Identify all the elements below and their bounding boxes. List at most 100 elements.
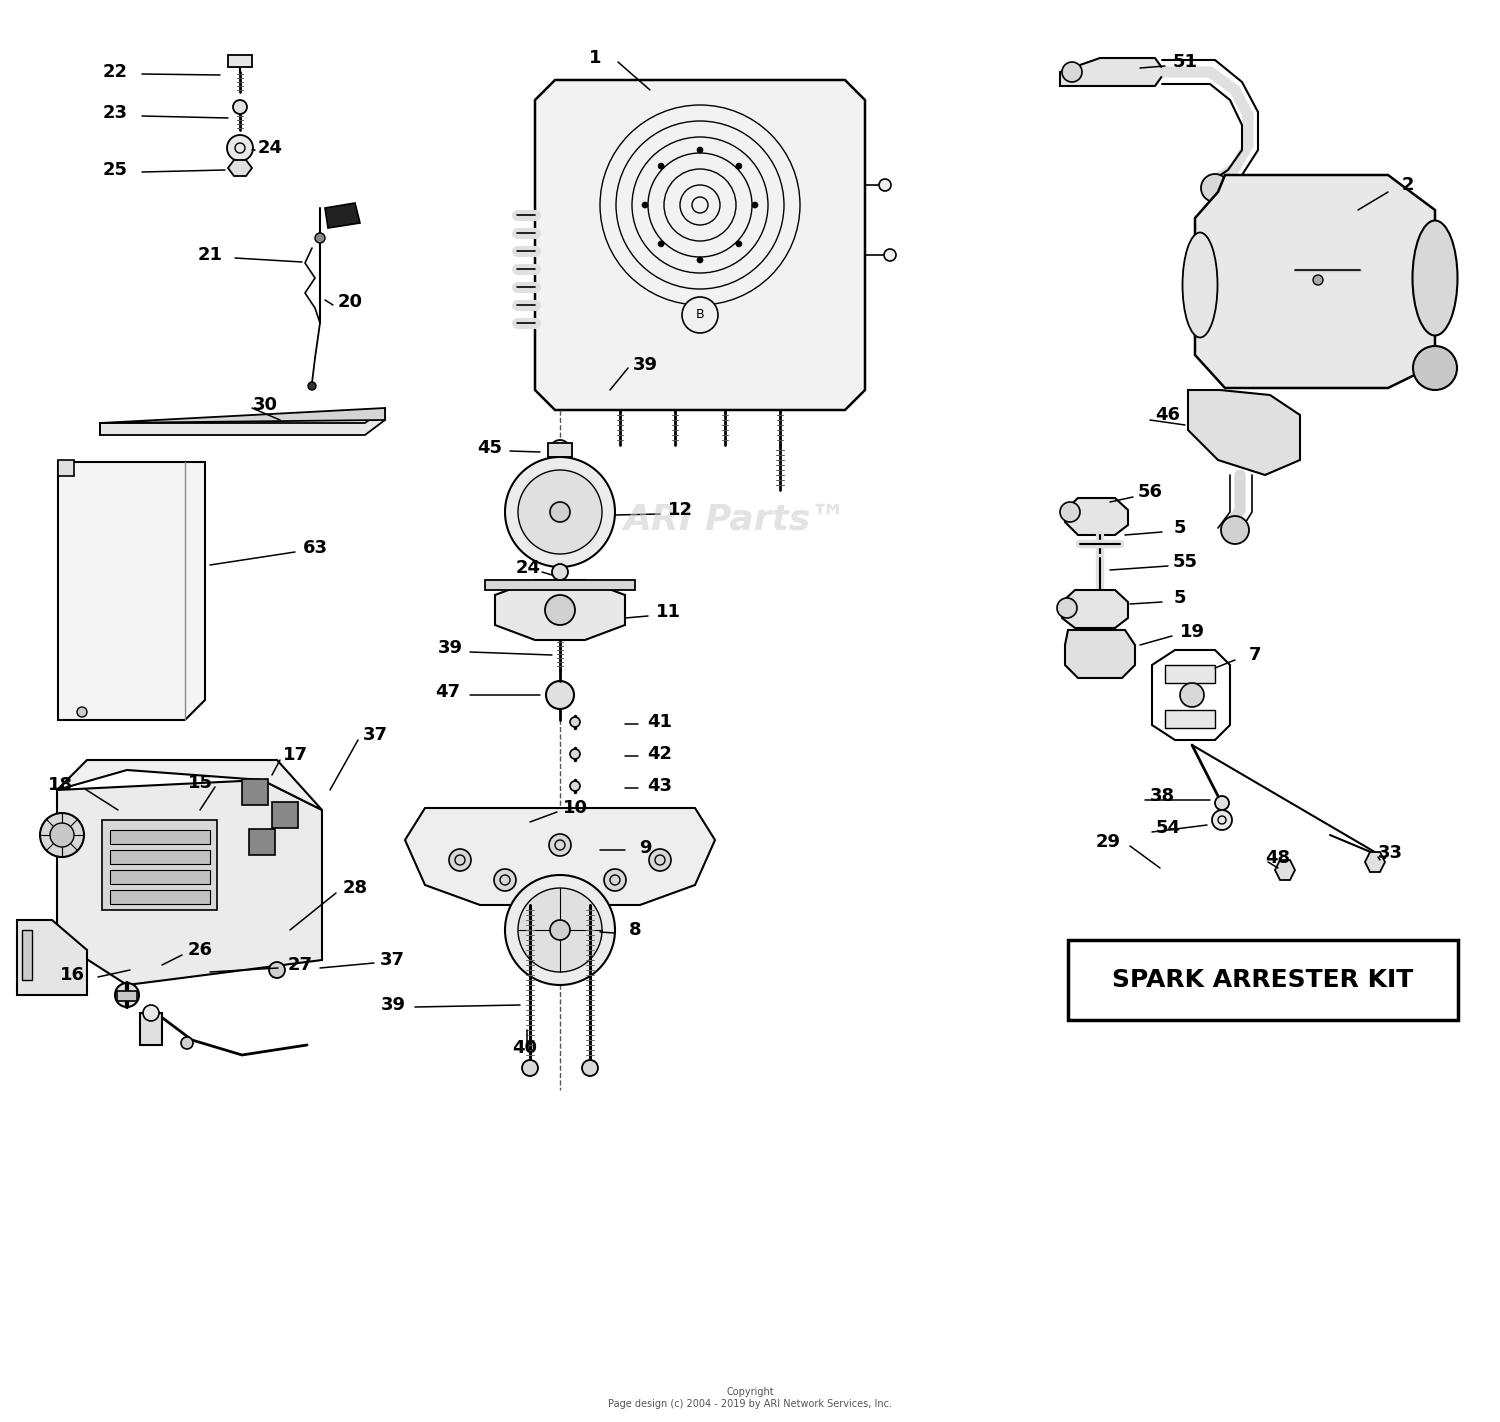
Bar [272, 802, 298, 828]
Bar [242, 779, 268, 805]
Text: 47: 47 [435, 683, 460, 701]
Circle shape [268, 963, 285, 978]
Circle shape [1413, 346, 1456, 390]
Circle shape [494, 869, 516, 892]
Circle shape [1312, 274, 1323, 284]
Circle shape [736, 240, 742, 247]
Circle shape [698, 257, 703, 263]
Text: 55: 55 [1173, 553, 1197, 572]
Polygon shape [536, 80, 866, 410]
Polygon shape [58, 462, 206, 720]
Circle shape [116, 983, 140, 1007]
Text: 5: 5 [1173, 589, 1186, 607]
Circle shape [1221, 516, 1250, 545]
Bar [58, 459, 74, 476]
Polygon shape [1065, 630, 1136, 678]
Text: 63: 63 [303, 539, 327, 557]
Text: 42: 42 [648, 745, 672, 764]
Text: 48: 48 [1266, 849, 1290, 867]
Text: 24: 24 [516, 559, 540, 577]
Text: 10: 10 [562, 799, 588, 818]
Polygon shape [1062, 590, 1128, 629]
Text: 21: 21 [198, 246, 222, 264]
Polygon shape [1060, 58, 1166, 85]
Text: 41: 41 [648, 712, 672, 731]
Circle shape [522, 1059, 538, 1076]
Text: 23: 23 [102, 104, 128, 122]
Circle shape [642, 202, 648, 208]
Text: 25: 25 [102, 161, 128, 179]
Polygon shape [16, 920, 87, 995]
Polygon shape [1065, 498, 1128, 535]
Bar [249, 829, 274, 855]
Text: 17: 17 [282, 747, 308, 764]
Text: 18: 18 [48, 776, 72, 793]
Text: 51: 51 [1173, 53, 1197, 71]
Circle shape [1212, 811, 1231, 830]
Circle shape [544, 594, 574, 626]
Text: 5: 5 [1173, 519, 1186, 538]
Text: 12: 12 [668, 501, 693, 519]
Bar [22, 930, 32, 980]
Text: 20: 20 [338, 293, 363, 311]
Text: 39: 39 [633, 356, 657, 374]
Text: 11: 11 [656, 603, 681, 621]
Circle shape [1202, 173, 1228, 202]
Text: 30: 30 [252, 395, 278, 414]
Text: 39: 39 [381, 995, 405, 1014]
Circle shape [879, 179, 891, 191]
Bar [102, 820, 218, 910]
Circle shape [650, 849, 670, 872]
Circle shape [550, 439, 570, 459]
Text: 45: 45 [477, 439, 502, 456]
Text: 39: 39 [438, 638, 462, 657]
Circle shape [682, 297, 718, 333]
Bar [1166, 665, 1215, 683]
Polygon shape [548, 444, 572, 456]
Polygon shape [1196, 175, 1436, 388]
Circle shape [226, 135, 254, 161]
Text: 28: 28 [342, 879, 368, 897]
Circle shape [604, 869, 625, 892]
Circle shape [570, 749, 580, 759]
Circle shape [448, 849, 471, 872]
Circle shape [552, 565, 568, 580]
Circle shape [658, 164, 664, 169]
Circle shape [40, 813, 84, 857]
Circle shape [884, 249, 896, 262]
Bar [110, 830, 210, 845]
Text: Page design (c) 2004 - 2019 by ARI Network Services, Inc.: Page design (c) 2004 - 2019 by ARI Netwo… [608, 1399, 892, 1409]
Text: B: B [696, 309, 705, 321]
Circle shape [582, 1059, 598, 1076]
Circle shape [658, 240, 664, 247]
Polygon shape [1188, 390, 1300, 475]
Polygon shape [484, 580, 634, 590]
Circle shape [1180, 683, 1204, 707]
Text: 27: 27 [288, 956, 312, 974]
Circle shape [1060, 502, 1080, 522]
Text: 2: 2 [1401, 176, 1414, 193]
Bar [117, 991, 136, 1001]
Text: SPARK ARRESTER KIT: SPARK ARRESTER KIT [1113, 968, 1413, 993]
Bar [228, 55, 252, 67]
Circle shape [570, 717, 580, 727]
Text: 38: 38 [1149, 786, 1174, 805]
Circle shape [308, 383, 316, 390]
Circle shape [518, 887, 602, 973]
Circle shape [752, 202, 758, 208]
Polygon shape [405, 808, 716, 904]
Circle shape [232, 100, 248, 114]
Polygon shape [326, 203, 360, 228]
Text: 8: 8 [628, 921, 642, 939]
Bar [1166, 710, 1215, 728]
Circle shape [549, 833, 572, 856]
Polygon shape [228, 161, 252, 176]
Text: 43: 43 [648, 776, 672, 795]
Circle shape [570, 781, 580, 791]
Text: 26: 26 [188, 941, 213, 958]
Text: 1: 1 [588, 48, 602, 67]
Ellipse shape [1413, 220, 1458, 336]
Polygon shape [100, 408, 386, 422]
Text: 22: 22 [102, 63, 128, 81]
Text: 33: 33 [1377, 845, 1402, 862]
